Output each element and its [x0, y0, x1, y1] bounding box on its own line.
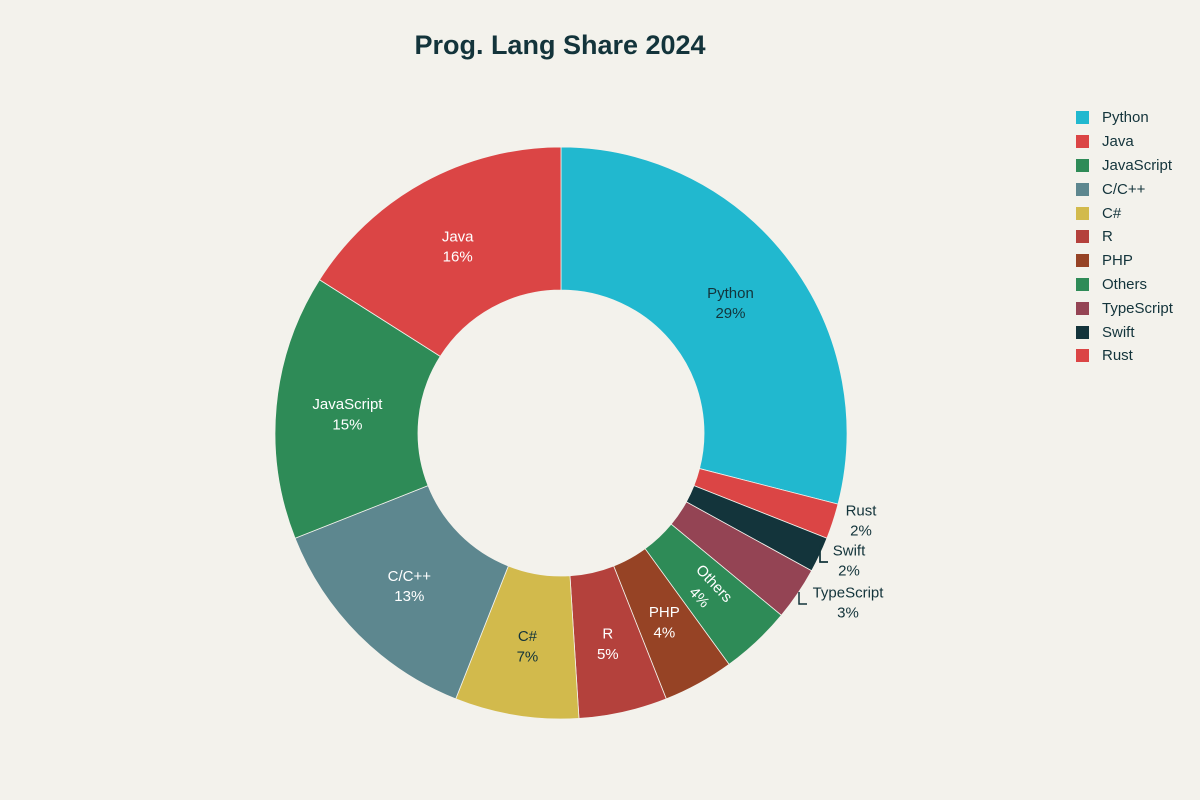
slice-value-php: 4%: [653, 624, 675, 641]
legend-swatch-java: [1076, 135, 1089, 149]
legend-label-java: Java: [1102, 133, 1134, 151]
legend-item-swift[interactable]: Swift: [1076, 320, 1173, 344]
legend-swatch-javascript: [1076, 158, 1089, 172]
legend-label-javascript: JavaScript: [1102, 156, 1173, 174]
slice-value-r: 5%: [597, 646, 619, 663]
leader-line-typescript: [798, 592, 807, 605]
slice-value-python: 29%: [715, 305, 745, 322]
slice-value-java: 16%: [443, 249, 473, 266]
slice-label-csharp: C# 7%: [517, 628, 539, 665]
legend-swatch-swift: [1076, 325, 1089, 339]
legend-swatch-rust: [1076, 349, 1089, 363]
slice-label-swift: Swift 2%: [833, 542, 866, 579]
slice-name-javascript: JavaScript: [312, 396, 383, 413]
legend-swatch-r: [1076, 230, 1089, 244]
slice-name-c-cpp: C/C++: [388, 568, 432, 585]
slice-javascript: [274, 279, 441, 539]
slice-name-php: PHP: [649, 604, 680, 621]
legend-label-others: Others: [1102, 275, 1148, 293]
legend-label-typescript: TypeScript: [1102, 299, 1173, 317]
legend-label-c-cpp: C/C++: [1102, 180, 1146, 198]
slice-value-typescript: 3%: [837, 605, 859, 622]
slice-c-cpp: [294, 485, 509, 700]
legend: Python Java JavaScript C/C++ C# R PHP Others Typ…: [1076, 106, 1173, 368]
slice-name-rust: Rust: [846, 502, 878, 519]
legend-item-c-cpp[interactable]: C/C++: [1076, 177, 1173, 201]
legend-item-python[interactable]: Python: [1076, 106, 1173, 130]
legend-label-r: R: [1102, 228, 1113, 246]
chart-title: Prog. Lang Share 2024: [414, 30, 706, 60]
legend-item-php[interactable]: PHP: [1076, 249, 1173, 273]
legend-label-csharp: C#: [1102, 204, 1122, 222]
slice-name-python: Python: [707, 285, 754, 302]
donut-slices: [274, 146, 848, 720]
slice-name-typescript: TypeScript: [813, 584, 885, 601]
legend-item-javascript[interactable]: JavaScript: [1076, 154, 1173, 178]
slice-value-rust: 2%: [850, 523, 872, 540]
legend-swatch-csharp: [1076, 206, 1089, 220]
legend-label-swift: Swift: [1102, 323, 1135, 341]
slice-name-java: Java: [442, 228, 474, 245]
leader-lines: [798, 545, 828, 605]
legend-item-csharp[interactable]: C#: [1076, 201, 1173, 225]
slice-value-csharp: 7%: [517, 648, 539, 665]
slice-label-python: Python 29%: [707, 285, 754, 322]
slice-label-typescript: TypeScript 3%: [813, 584, 885, 621]
legend-item-java[interactable]: Java: [1076, 130, 1173, 154]
slice-label-rust: Rust 2%: [846, 502, 878, 539]
slice-label-r: R 5%: [597, 626, 619, 663]
slice-java: [318, 146, 562, 357]
legend-swatch-others: [1076, 277, 1089, 291]
slice-label-javascript: JavaScript 15%: [312, 396, 383, 433]
slice-name-r: R: [602, 626, 613, 643]
slice-value-swift: 2%: [838, 563, 860, 580]
legend-swatch-python: [1076, 111, 1089, 125]
legend-item-others[interactable]: Others: [1076, 273, 1173, 297]
slice-label-php: PHP 4%: [649, 604, 680, 641]
legend-item-rust[interactable]: Rust: [1076, 344, 1173, 368]
slice-python: [560, 146, 848, 505]
legend-swatch-typescript: [1076, 301, 1089, 315]
slice-name-swift: Swift: [833, 542, 866, 559]
legend-label-rust: Rust: [1102, 347, 1133, 365]
legend-item-typescript[interactable]: TypeScript: [1076, 296, 1173, 320]
legend-label-php: PHP: [1102, 252, 1133, 270]
leader-line-swift: [819, 545, 828, 563]
slice-label-c-cpp: C/C++ 13%: [388, 568, 432, 605]
slice-value-c-cpp: 13%: [394, 588, 424, 605]
legend-swatch-php: [1076, 254, 1089, 268]
slice-name-csharp: C#: [518, 628, 538, 645]
legend-label-python: Python: [1102, 109, 1149, 127]
slice-label-java: Java 16%: [442, 228, 474, 265]
legend-swatch-c-cpp: [1076, 182, 1089, 196]
slice-value-javascript: 15%: [332, 416, 362, 433]
legend-item-r[interactable]: R: [1076, 225, 1173, 249]
